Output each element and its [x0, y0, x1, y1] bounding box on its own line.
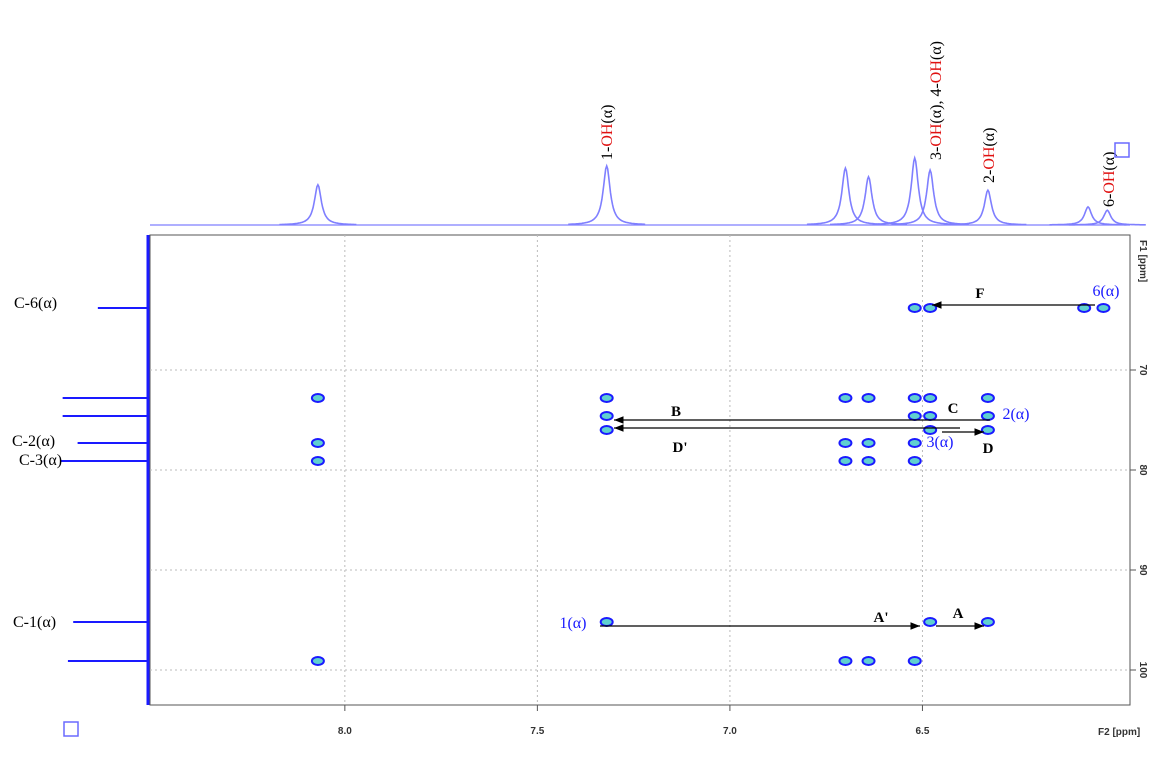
cross-peak: [907, 456, 922, 466]
x-tick-label: 7.5: [530, 726, 544, 737]
arrows: [600, 301, 1095, 630]
cross-peak: [838, 438, 853, 448]
annotations: F 6(α) B C 2(α) D' 3(α) D 1(α) A' A: [559, 283, 1119, 632]
peak-label: 6-OH(α): [1101, 152, 1118, 207]
cross-peak: [599, 411, 614, 421]
carbon-label: C-6(α): [14, 295, 57, 312]
cross-peak: [923, 411, 938, 421]
peak-label-part: (α): [599, 105, 616, 124]
carbon-label: C-3(α): [19, 452, 62, 469]
peak-labels: 1-OH(α)3-OH(α), 4-OH(α)2-OH(α)6-OH(α): [599, 41, 1118, 207]
cross-peak: [838, 456, 853, 466]
cross-peak: [310, 456, 325, 466]
cross-peak: [1096, 303, 1111, 313]
peak-label-part: OH: [928, 123, 945, 147]
cross-peak: [907, 303, 922, 313]
peak-label-part: 2-: [981, 170, 998, 183]
peak-label-part: OH: [1101, 170, 1118, 194]
projection-peak: [1068, 209, 1146, 226]
annotation: 3(α): [926, 434, 953, 451]
cross-peak: [980, 411, 995, 421]
cross-peak: [838, 393, 853, 403]
cross-peak: [1077, 303, 1092, 313]
annotation: B: [671, 404, 681, 420]
annotation: 6(α): [1092, 283, 1119, 300]
projection-peak: [876, 155, 954, 225]
cross-peak: [923, 425, 938, 435]
projection-peak: [1049, 205, 1127, 226]
annotation: A': [874, 610, 889, 626]
x-axis-label: F2 [ppm]: [1098, 727, 1140, 738]
peak-label: 3-OH(α), 4-OH(α): [928, 41, 945, 160]
peak-label: 2-OH(α): [981, 128, 998, 183]
y-tick-label: 70: [1137, 364, 1148, 376]
cross-peak: [599, 617, 614, 627]
annotation: 1(α): [559, 615, 586, 632]
projections: [60, 155, 1146, 705]
carbon-label: C-1(α): [13, 614, 56, 631]
cross-peak: [980, 617, 995, 627]
peak-label-part: (α), 4-: [928, 83, 945, 123]
peak-label-part: 1-: [599, 147, 616, 160]
cross-peak: [861, 456, 876, 466]
peak-label-part: OH: [981, 146, 998, 170]
cross-peak: [907, 411, 922, 421]
peak-label-part: (α): [928, 41, 945, 60]
peak-label-part: OH: [599, 123, 616, 147]
cross-peak: [923, 393, 938, 403]
y-tick-label: 100: [1137, 662, 1148, 679]
x-tick-label: 8.0: [338, 726, 352, 737]
cross-peak: [861, 393, 876, 403]
carbon-labels: C-6(α) C-2(α) C-3(α) C-1(α): [12, 295, 62, 631]
carbon-label: C-2(α): [12, 433, 55, 450]
projection-peak: [949, 188, 1027, 226]
cross-peak: [861, 438, 876, 448]
cross-peak: [861, 656, 876, 666]
x-tick-label: 6.5: [915, 726, 929, 737]
y-tick-label: 90: [1137, 564, 1148, 576]
peak-label-part: (α): [981, 128, 998, 147]
cross-peak: [310, 438, 325, 448]
corner-box: [1114, 142, 1130, 158]
annotation: F: [975, 286, 984, 302]
projection-peak: [279, 183, 357, 226]
cross-peak: [599, 393, 614, 403]
projection-peak: [830, 174, 907, 226]
peak-label-part: OH: [928, 60, 945, 84]
x-tick-label: 7.0: [723, 726, 737, 737]
grid: [150, 235, 1136, 711]
projection-peak: [806, 165, 884, 226]
cross-peak: [980, 425, 995, 435]
peak-label-part: 6-: [1101, 194, 1118, 207]
annotation: C: [948, 401, 959, 417]
annotation: 2(α): [1002, 406, 1029, 423]
cross-peak: [907, 656, 922, 666]
peak-label-part: 3-: [928, 147, 945, 160]
cross-peaks: [310, 303, 1111, 666]
cross-peak: [838, 656, 853, 666]
peak-label: 1-OH(α): [599, 105, 616, 160]
projection-peak: [891, 167, 969, 226]
cross-peak: [599, 425, 614, 435]
cross-peak: [923, 617, 938, 627]
annotation: D': [673, 440, 688, 456]
projection-peak: [568, 163, 646, 226]
cross-peak: [907, 438, 922, 448]
annotation: A: [953, 606, 964, 622]
cross-peak: [907, 393, 922, 403]
cross-peak: [310, 656, 325, 666]
y-tick-label: 80: [1137, 464, 1148, 476]
y-axis-label: F1 [ppm]: [1137, 240, 1148, 282]
peak-label-part: (α): [1101, 152, 1118, 171]
cross-peak: [310, 393, 325, 403]
cross-peak: [980, 393, 995, 403]
corner-box: [63, 721, 79, 737]
annotation: D: [983, 441, 994, 457]
